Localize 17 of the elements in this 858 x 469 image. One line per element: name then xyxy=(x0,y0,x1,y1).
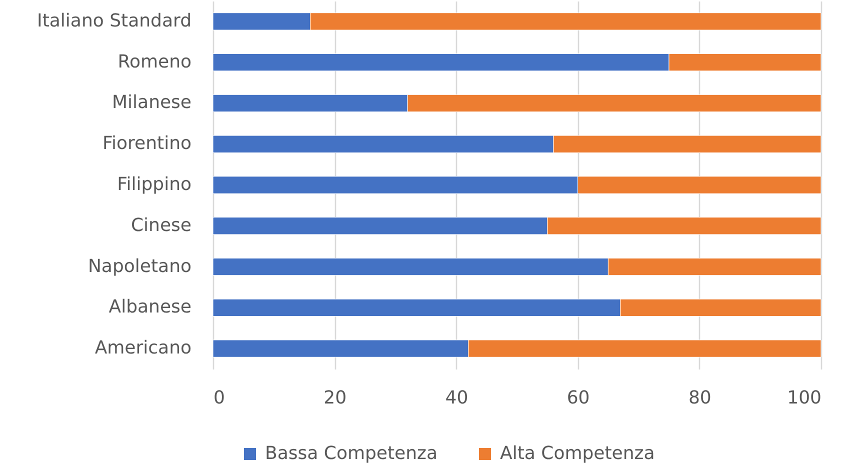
legend-label: Alta Competenza xyxy=(500,443,655,464)
y-tick-label: Cinese xyxy=(130,214,192,236)
y-tick-label: Albanese xyxy=(108,296,192,318)
x-tick-label: 60 xyxy=(566,388,590,408)
x-tick-label: 20 xyxy=(324,388,347,408)
y-tick-label: Napoletano xyxy=(88,256,192,277)
x-tick-label: 40 xyxy=(445,388,468,408)
x-tick-label: 100 xyxy=(787,388,822,408)
x-tick-label: 0 xyxy=(214,388,225,408)
y-tick-label: Americano xyxy=(94,338,192,359)
y-tick-label: Milanese xyxy=(112,92,192,114)
y-tick-label: Filippino xyxy=(117,174,192,195)
y-tick-label: Italiano Standard xyxy=(37,10,192,32)
x-tick-label: 80 xyxy=(688,388,712,408)
y-tick-label: Romeno xyxy=(118,51,192,72)
y-tick-label: Fiorentino xyxy=(102,133,192,154)
legend-label: Bassa Competenza xyxy=(265,443,438,464)
